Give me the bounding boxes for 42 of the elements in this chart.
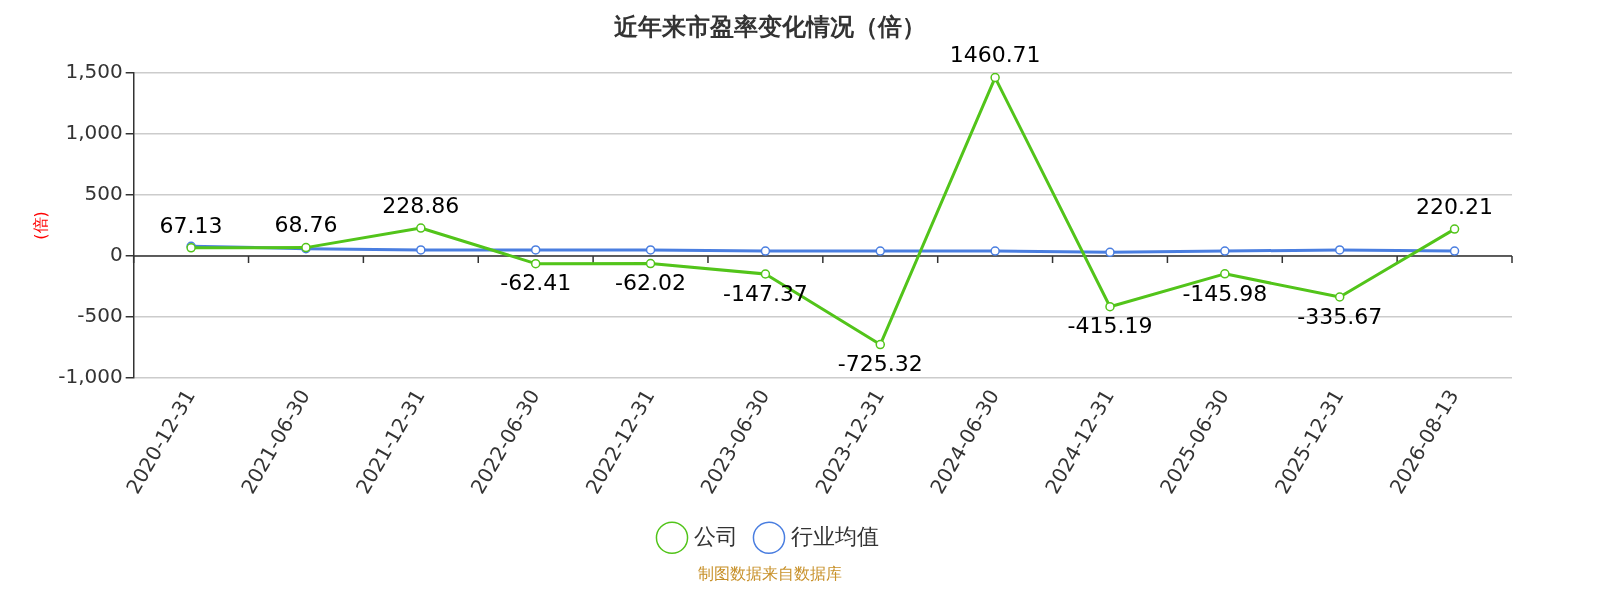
point [760,246,771,256]
data-label: 67.13 [159,212,223,238]
point [1449,246,1460,256]
y-tick-label: -500 [77,303,123,328]
data-label: -725.32 [837,351,923,377]
point [1220,269,1230,279]
y-tick-label: 0 [109,242,123,267]
y-tick-label: 1,000 [65,120,123,145]
point [1105,301,1115,312]
point [875,339,886,350]
chart-title: 近年来市盈率变化情况（倍） [614,12,926,41]
point [875,246,886,256]
data-label: -145.98 [1182,280,1268,306]
point [1334,292,1345,302]
text: 制图数据来自数据库 [698,563,842,583]
data-label: -415.19 [1067,313,1153,339]
point [760,269,771,279]
data-label: 228.86 [382,192,460,218]
data-label: 220.21 [1416,193,1494,219]
point [990,246,1000,256]
y-tick-label: -1,000 [58,364,123,389]
point [645,245,656,255]
point [416,245,426,255]
data-label: -335.67 [1297,303,1383,329]
point [645,258,656,269]
point [1105,247,1115,258]
y-tick-label: 500 [84,181,123,206]
point [530,258,541,269]
y-tick-label: 1,500 [65,59,123,83]
data-label: -62.02 [615,270,687,296]
point [530,245,541,255]
point [1334,245,1345,255]
point [990,72,1000,83]
y-axis-title: (倍) [30,211,50,240]
point [1220,246,1230,256]
data-label: 68.76 [274,212,338,238]
point [416,223,426,233]
data-label: 1460.71 [949,42,1041,68]
data-label: -62.41 [500,270,572,296]
point [1449,224,1460,234]
legend-label: 公司 [694,523,738,549]
legend-label: 行业均值 [791,523,879,549]
